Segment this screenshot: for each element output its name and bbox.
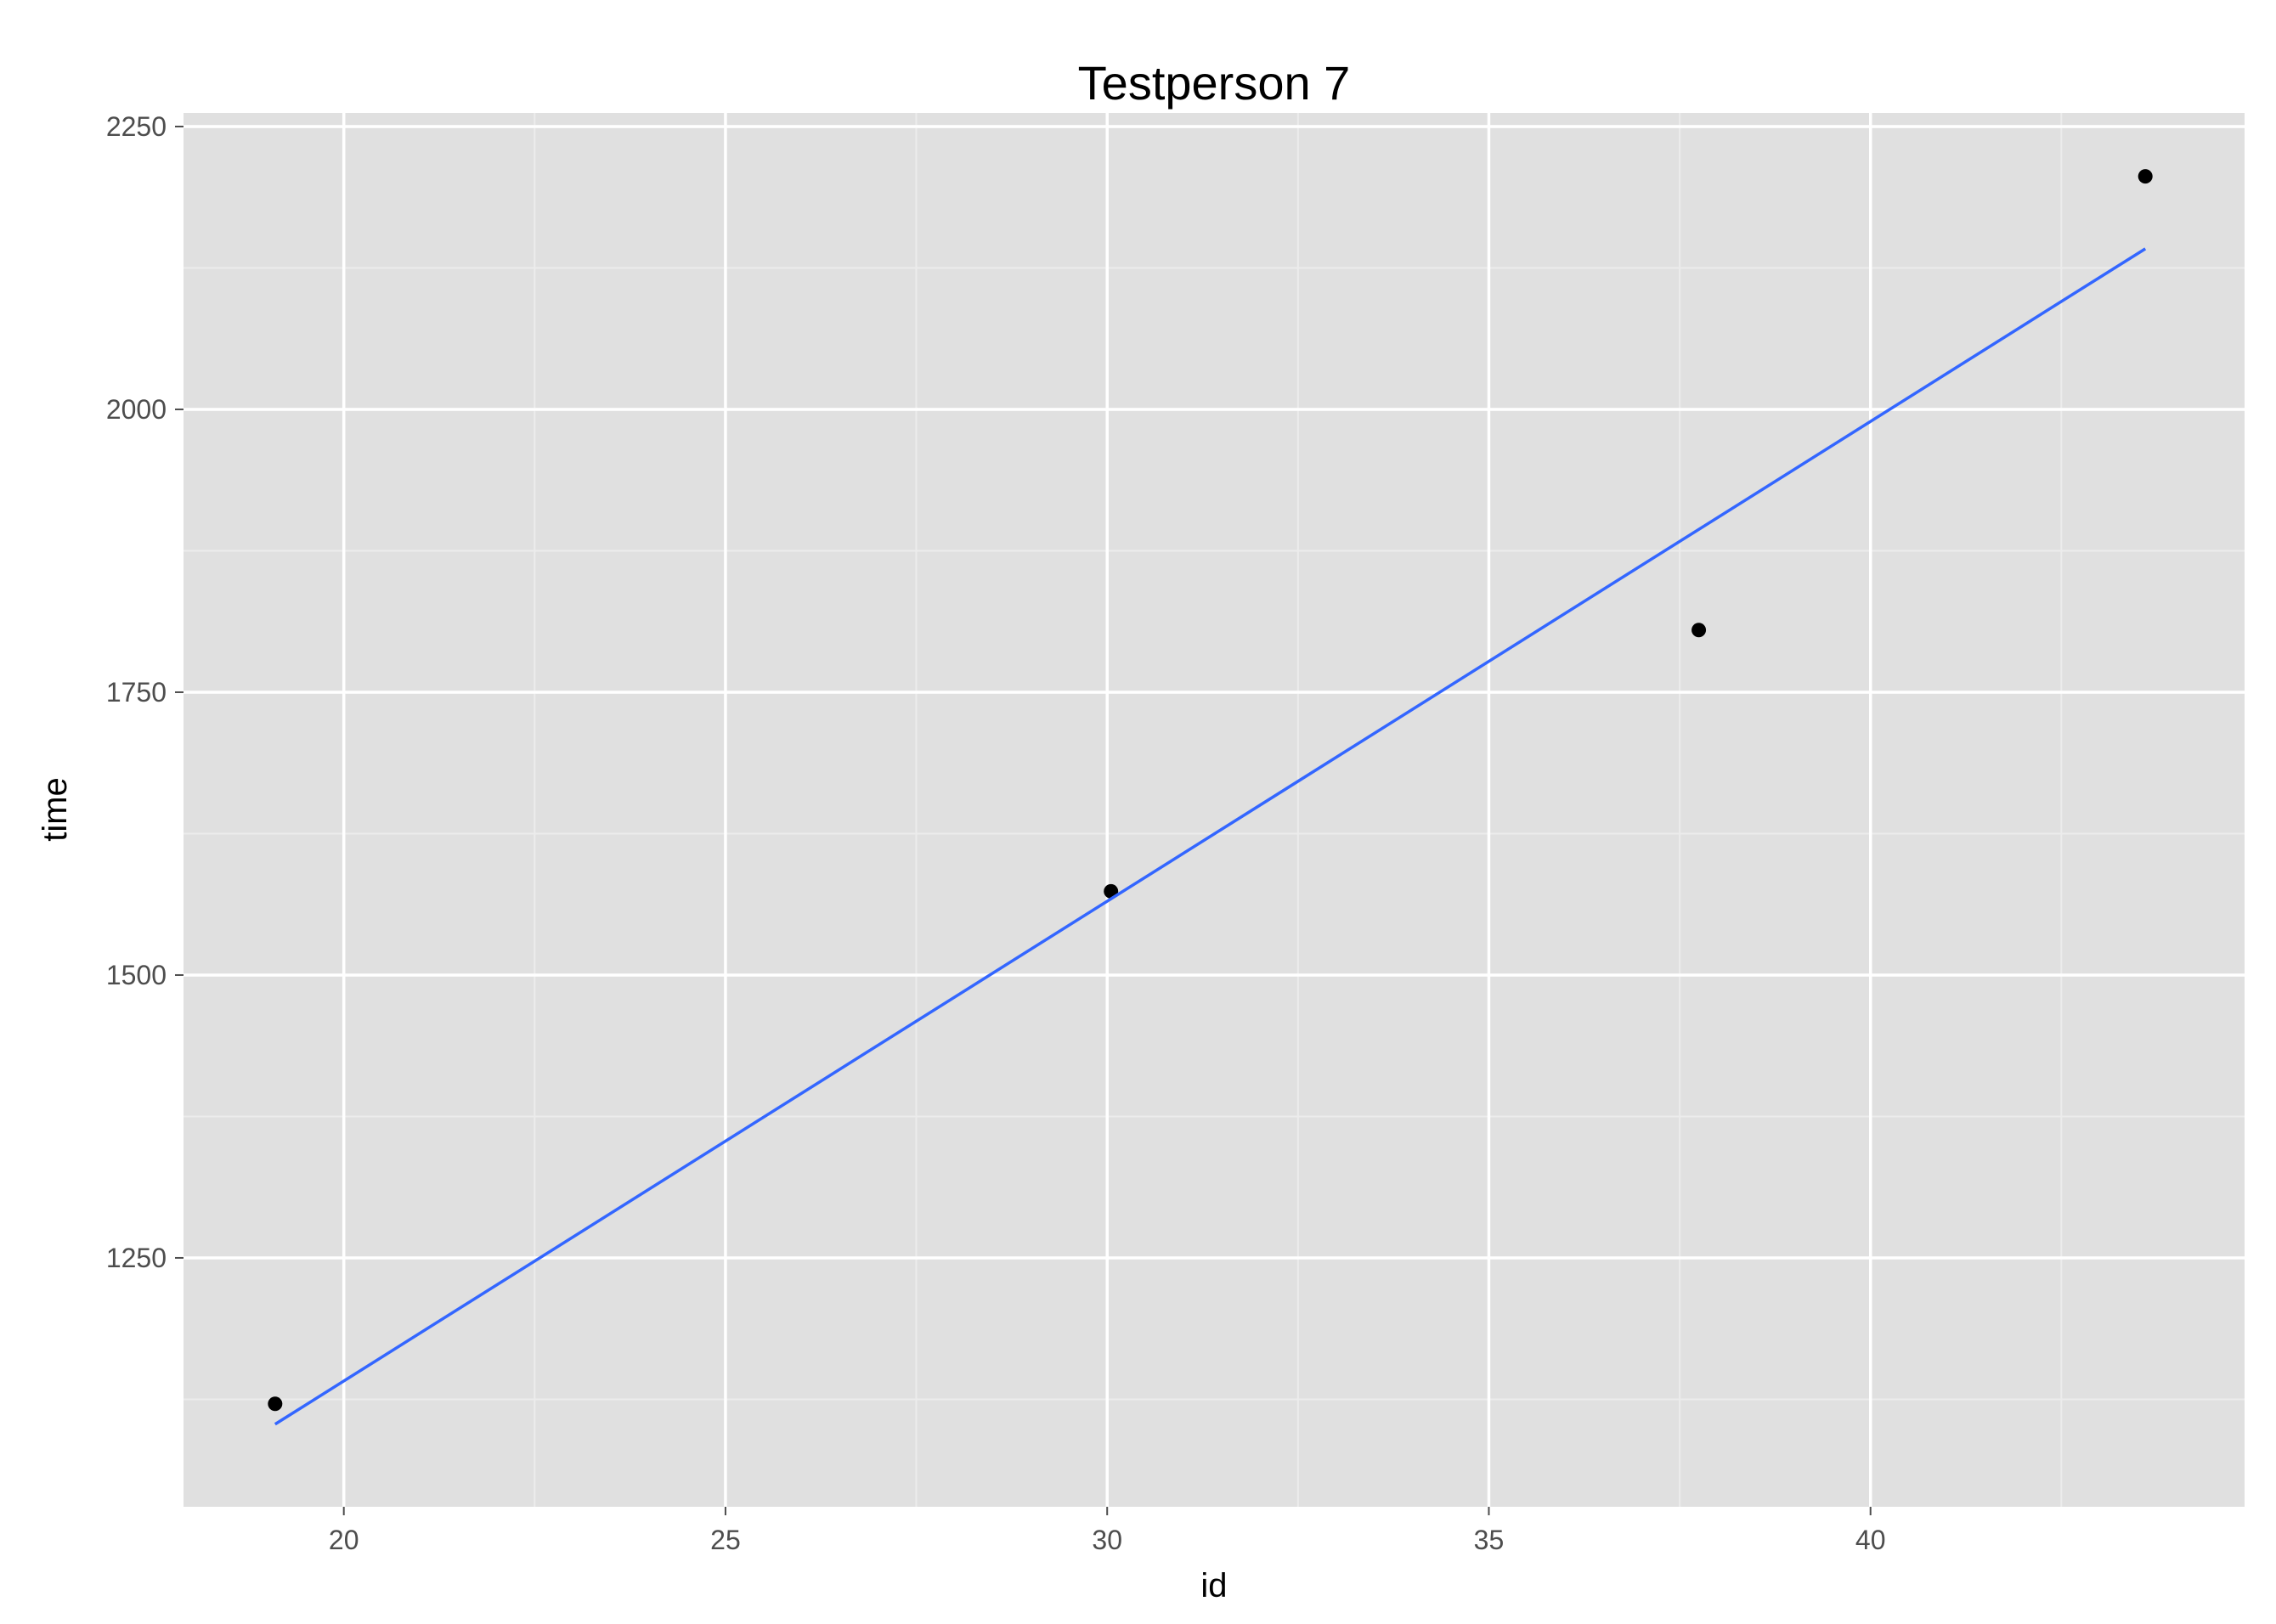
chart-title: Testperson 7 <box>1078 56 1351 110</box>
y-tick-label: 1250 <box>106 1243 167 1273</box>
x-tick-labels: 20 25 30 35 40 <box>329 1525 1886 1555</box>
axis-ticks <box>175 125 1872 1515</box>
x-tick-label: 35 <box>1474 1525 1505 1555</box>
scatter-point <box>268 1396 283 1412</box>
major-grid <box>184 113 2245 1507</box>
x-tick-label: 30 <box>1092 1525 1122 1555</box>
x-axis-title: id <box>1200 1567 1227 1604</box>
y-tick-label: 1750 <box>106 677 167 708</box>
x-tick-label: 20 <box>329 1525 359 1555</box>
series-layer <box>268 169 2153 1426</box>
trend-line <box>274 247 2147 1426</box>
scatter-point <box>1691 623 1707 638</box>
scatter-point <box>2138 169 2153 184</box>
x-tick-label: 40 <box>1855 1525 1886 1555</box>
x-tick-label: 25 <box>710 1525 741 1555</box>
y-tick-label: 2250 <box>106 111 167 142</box>
y-tick-label: 2000 <box>106 394 167 425</box>
y-tick-labels: 1250 1500 1750 2000 2250 <box>106 111 167 1273</box>
plot-panel <box>184 113 2245 1507</box>
minor-grid <box>184 113 2245 1507</box>
y-axis-title: time <box>37 777 74 842</box>
y-tick-label: 1500 <box>106 960 167 990</box>
